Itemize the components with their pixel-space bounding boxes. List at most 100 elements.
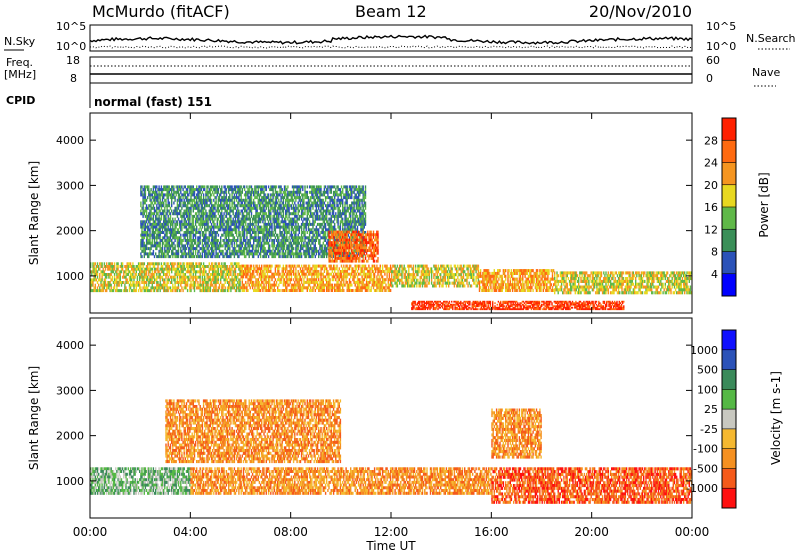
heatmap-cell bbox=[430, 307, 431, 309]
heatmap-cell bbox=[170, 276, 171, 279]
heatmap-cell bbox=[573, 277, 574, 280]
heatmap-cell bbox=[664, 271, 665, 274]
heatmap-cell bbox=[600, 274, 601, 277]
heatmap-cell bbox=[627, 280, 628, 283]
heatmap-cell bbox=[353, 278, 354, 281]
heatmap-cell bbox=[349, 286, 350, 289]
heatmap-cell bbox=[471, 270, 472, 273]
heatmap-cell bbox=[284, 284, 285, 287]
heatmap-cell bbox=[537, 280, 538, 283]
heatmap-cell bbox=[139, 273, 140, 276]
heatmap-cell bbox=[594, 277, 595, 280]
heatmap-cell bbox=[426, 265, 427, 268]
heatmap-cell bbox=[666, 291, 667, 294]
heatmap-cell bbox=[415, 276, 416, 279]
heatmap-cell bbox=[154, 191, 155, 194]
heatmap-cell bbox=[664, 288, 665, 291]
heatmap-cell bbox=[295, 278, 296, 281]
heatmap-cell bbox=[496, 283, 497, 286]
heatmap-cell bbox=[93, 268, 94, 271]
heatmap-cell bbox=[648, 288, 649, 291]
heatmap-cell bbox=[482, 275, 483, 278]
heatmap-cell bbox=[173, 262, 174, 265]
heatmap-cell bbox=[238, 268, 239, 271]
heatmap-cell bbox=[278, 273, 279, 276]
heatmap-cell bbox=[678, 286, 679, 289]
heatmap-cell bbox=[186, 286, 187, 289]
heatmap-cell bbox=[456, 304, 457, 306]
heatmap-cell bbox=[315, 267, 316, 270]
heatmap-cell bbox=[459, 284, 460, 287]
heatmap-cell bbox=[349, 265, 350, 268]
heatmap-cell bbox=[131, 289, 132, 292]
heatmap-cell bbox=[160, 255, 161, 258]
heatmap-cell bbox=[612, 308, 613, 310]
heatmap-cell bbox=[193, 278, 194, 281]
heatmap-cell bbox=[152, 242, 153, 245]
heatmap-cell bbox=[233, 273, 234, 276]
heatmap-cell bbox=[150, 199, 151, 202]
heatmap-cell bbox=[162, 191, 163, 194]
heatmap-cell bbox=[179, 244, 180, 247]
heatmap-cell bbox=[100, 281, 101, 284]
heatmap-cell bbox=[320, 289, 321, 292]
heatmap-cell bbox=[347, 275, 348, 278]
heatmap-cell bbox=[576, 277, 577, 280]
heatmap-cell bbox=[307, 275, 308, 278]
heatmap-cell bbox=[133, 270, 134, 273]
heatmap-cell bbox=[661, 271, 662, 274]
heatmap-cell bbox=[155, 188, 156, 191]
heatmap-cell bbox=[179, 262, 180, 265]
heatmap-cell bbox=[93, 265, 94, 268]
heatmap-cell bbox=[382, 267, 383, 270]
heatmap-cell bbox=[419, 308, 420, 310]
heatmap-cell bbox=[547, 275, 548, 278]
heatmap-cell bbox=[365, 265, 366, 268]
heatmap-cell bbox=[152, 278, 153, 281]
heatmap-cell bbox=[596, 291, 597, 294]
heatmap-cell bbox=[219, 265, 220, 268]
heatmap-cell bbox=[154, 185, 155, 188]
heatmap-cell bbox=[181, 207, 182, 210]
heatmap-cell bbox=[301, 270, 302, 273]
heatmap-cell bbox=[543, 269, 544, 272]
heatmap-cell bbox=[227, 281, 228, 284]
heatmap-cell bbox=[421, 282, 422, 285]
heatmap-cell bbox=[150, 193, 151, 196]
heatmap-cell bbox=[360, 273, 361, 276]
heatmap-cell bbox=[690, 288, 691, 291]
heatmap-cell bbox=[331, 265, 332, 268]
heatmap-cell bbox=[270, 267, 271, 270]
heatmap-cell bbox=[589, 308, 590, 310]
heatmap-cell bbox=[457, 284, 458, 287]
heatmap-cell bbox=[361, 289, 362, 292]
heatmap-cell bbox=[299, 273, 300, 276]
heatmap-cell bbox=[575, 283, 576, 286]
heatmap-cell bbox=[253, 275, 254, 278]
heatmap-cell bbox=[156, 244, 157, 247]
heatmap-cell bbox=[157, 289, 158, 292]
heatmap-cell bbox=[130, 270, 131, 273]
heatmap-cell bbox=[401, 265, 402, 268]
heatmap-cell bbox=[324, 275, 325, 278]
heatmap-cell bbox=[426, 270, 427, 273]
heatmap-cell bbox=[230, 278, 231, 281]
heatmap-cell bbox=[400, 279, 401, 282]
heatmap-cell bbox=[463, 270, 464, 273]
heatmap-cell bbox=[284, 281, 285, 284]
heatmap-cell bbox=[531, 275, 532, 278]
heatmap-cell bbox=[489, 289, 490, 292]
heatmap-cell bbox=[114, 262, 115, 265]
heatmap-cell bbox=[343, 289, 344, 292]
heatmap-cell bbox=[652, 283, 653, 286]
heatmap-cell bbox=[385, 289, 386, 292]
noise-search-label: N.Search bbox=[746, 32, 796, 45]
heatmap-cell bbox=[551, 283, 552, 286]
heatmap-cell bbox=[160, 196, 161, 199]
heatmap-cell bbox=[156, 226, 157, 229]
heatmap-cell bbox=[436, 284, 437, 287]
heatmap-cell bbox=[97, 289, 98, 292]
heatmap-cell bbox=[227, 286, 228, 289]
heatmap-cell bbox=[413, 307, 414, 309]
heatmap-cell bbox=[545, 269, 546, 272]
